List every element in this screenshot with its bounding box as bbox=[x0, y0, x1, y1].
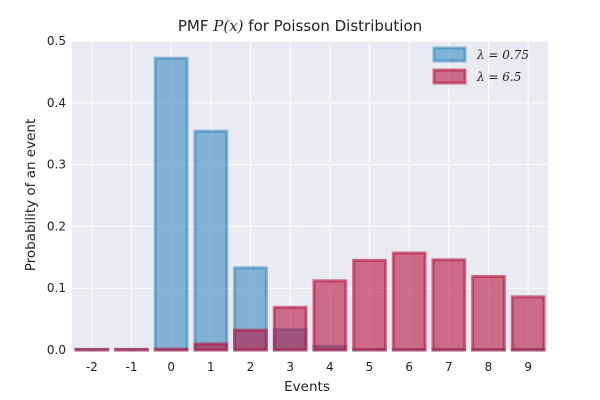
x-tick-label: 8 bbox=[485, 360, 493, 374]
bars bbox=[74, 56, 546, 352]
y-tick-label: 0.1 bbox=[47, 281, 66, 295]
title-math: P(x) bbox=[212, 17, 243, 35]
x-tick-label: 3 bbox=[286, 360, 294, 374]
x-tick-labels: -2 -1 0 1 2 3 4 5 6 7 8 9 bbox=[86, 360, 532, 374]
x-tick-label: -1 bbox=[126, 360, 138, 374]
x-tick-label: 1 bbox=[207, 360, 215, 374]
y-tick-labels: 0.0 0.1 0.2 0.3 0.4 0.5 bbox=[47, 34, 66, 357]
legend-label-1: λ = 0.75 bbox=[476, 48, 529, 62]
x-tick-label: 9 bbox=[524, 360, 532, 374]
y-tick-label: 0.0 bbox=[47, 343, 66, 357]
bar-series-2-6 bbox=[391, 251, 427, 352]
bar-series-2-0 bbox=[153, 347, 189, 352]
y-tick-label: 0.5 bbox=[47, 34, 66, 48]
bar-series-2-4 bbox=[312, 279, 348, 352]
chart-title: PMF P(x) for Poisson Distribution bbox=[178, 17, 422, 35]
x-tick-label: -2 bbox=[86, 360, 98, 374]
title-suffix: for Poisson Distribution bbox=[244, 17, 423, 35]
x-tick-label: 0 bbox=[167, 360, 175, 374]
bar-series-2-5 bbox=[352, 258, 387, 352]
legend-swatch-2 bbox=[432, 68, 467, 85]
bar-series-2--2 bbox=[74, 347, 110, 352]
legend-label-2: λ = 6.5 bbox=[476, 70, 521, 84]
bar-series-1-1 bbox=[193, 129, 229, 352]
y-tick-label: 0.2 bbox=[47, 219, 66, 233]
legend: λ = 0.75 λ = 6.5 bbox=[432, 46, 529, 85]
x-tick-label: 4 bbox=[326, 360, 334, 374]
legend-swatch-1 bbox=[432, 46, 467, 63]
bar-series-1-0 bbox=[153, 56, 189, 352]
y-axis-label: Probability of an event bbox=[23, 119, 39, 272]
y-tick-label: 0.4 bbox=[47, 96, 66, 110]
x-tick-label: 2 bbox=[247, 360, 255, 374]
bar-series-2-1 bbox=[193, 342, 229, 352]
plot-background bbox=[72, 41, 548, 350]
bar-series-2-2 bbox=[233, 328, 268, 352]
x-tick-label: 5 bbox=[366, 360, 374, 374]
x-axis-label: Events bbox=[284, 379, 330, 395]
x-tick-label: 6 bbox=[405, 360, 413, 374]
x-tick-label: 7 bbox=[445, 360, 453, 374]
bar-series-2-9 bbox=[510, 295, 546, 352]
bar-series-2-8 bbox=[471, 274, 506, 352]
bar-series-2-3 bbox=[272, 305, 308, 352]
bar-series-2-7 bbox=[431, 258, 467, 352]
bar-series-2--1 bbox=[114, 347, 149, 352]
y-tick-label: 0.3 bbox=[47, 158, 66, 172]
title-prefix: PMF bbox=[178, 17, 213, 35]
